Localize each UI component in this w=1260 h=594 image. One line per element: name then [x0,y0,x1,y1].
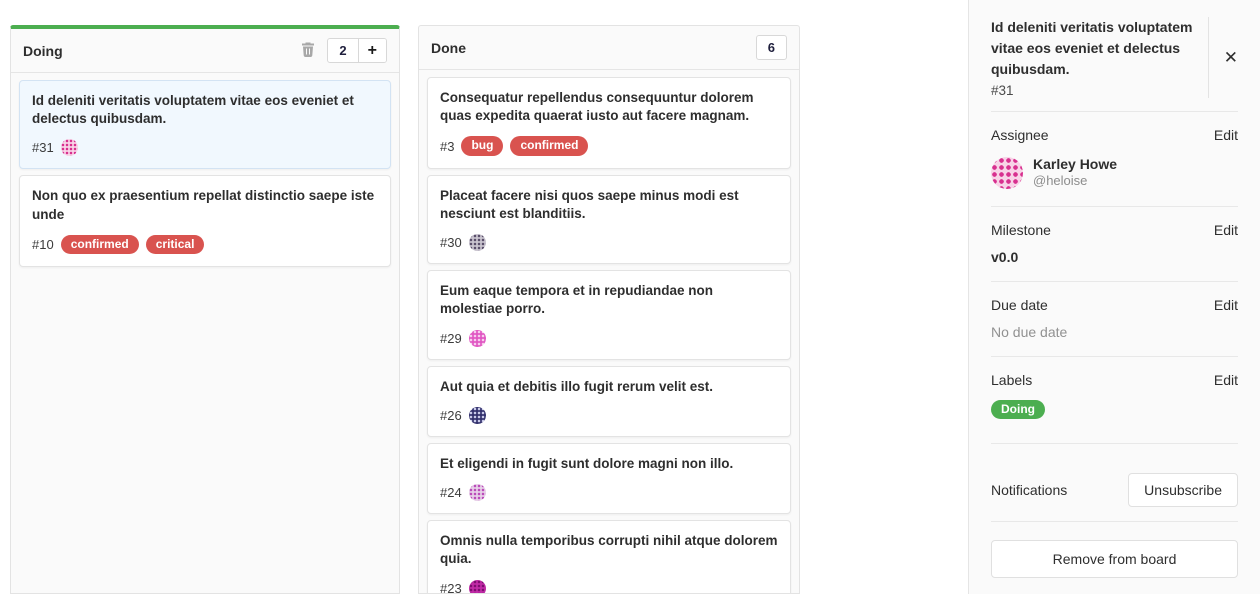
issue-card-title: Consequatur repellendus consequuntur dol… [440,90,754,124]
issue-card-meta: #3 bug confirmed [440,136,778,156]
issue-card-number: #10 [32,237,54,253]
assignee-person[interactable]: Karley Howe @heloise [991,155,1238,190]
label-pill[interactable]: bug [461,136,504,156]
issue-card[interactable]: Et eligendi in fugit sunt dolore magni n… [427,442,791,515]
issue-card-meta: #31 [32,139,378,157]
board-column-doing: Doing 2 + Id deleniti veritatis voluptat… [10,25,400,594]
assignee-name: Karley Howe [1033,156,1118,172]
sidebar-title-block: Id deleniti veritatis voluptatem vitae e… [991,17,1196,98]
labels-edit-button[interactable]: Edit [1213,372,1238,389]
column-title-done: Done [431,39,466,56]
due-date-value: No due date [991,324,1068,341]
issue-card[interactable]: Aut quia et debitis illo fugit rerum vel… [427,365,791,437]
card-assignee-avatar[interactable] [468,234,486,252]
issue-card-number: #31 [32,140,54,156]
labels-label: Labels [991,372,1033,389]
issue-card-number: #3 [440,138,455,154]
issue-card-title: Eum eaque tempora et in repudiandae non … [440,283,714,317]
issue-card-title: Id deleniti veritatis voluptatem vitae e… [32,93,354,127]
column-title-doing: Doing [23,42,63,59]
issue-card[interactable]: Non quo ex praesentium repellat distinct… [19,175,391,268]
issue-count-done: 6 [767,40,775,55]
issue-card-meta: #29 [440,329,778,347]
assignee-username: @heloise [1033,173,1088,189]
issue-card[interactable]: Id deleniti veritatis voluptatem vitae e… [19,80,391,170]
label-pill[interactable]: confirmed [510,136,589,156]
milestone-value[interactable]: v0.0 [991,249,1019,266]
board-columns-area: Doing 2 + Id deleniti veritatis voluptat… [10,25,800,594]
issue-card[interactable]: Consequatur repellendus consequuntur dol… [427,77,791,169]
issue-title: Id deleniti veritatis voluptatem vitae e… [991,19,1193,77]
card-list-done[interactable]: Consequatur repellendus consequuntur dol… [419,70,799,593]
close-icon[interactable]: ✕ [1223,47,1238,67]
card-assignee-avatar[interactable] [468,406,486,424]
notifications-section: Notifications Unsubscribe [991,460,1238,523]
assignee-edit-button[interactable]: Edit [1213,127,1238,143]
issue-sidebar: Id deleniti veritatis voluptatem vitae e… [968,0,1260,594]
remove-section: Remove from board [991,522,1238,594]
sidebar-close-area: ✕ [1207,17,1238,98]
section-divider [991,443,1238,445]
issue-card[interactable]: Eum eaque tempora et in repudiandae non … [427,270,791,360]
labels-list: Doing [991,400,1238,433]
issue-card-meta: #23 [440,579,778,593]
issue-card-title: Et eligendi in fugit sunt dolore magni n… [440,455,734,471]
card-assignee-avatar[interactable] [468,329,486,347]
label-pill[interactable]: critical [145,234,205,255]
card-assignee-avatar[interactable] [60,139,78,157]
sidebar-label-pill[interactable]: Doing [991,400,1045,420]
issue-card-number: #30 [440,235,462,251]
assignee-section: Assignee Edit Karley Howe @heloise [991,112,1238,208]
issue-card[interactable]: Omnis nulla temporibus corrupti nihil at… [427,520,791,593]
issue-card-title: Placeat facere nisi quos saepe minus mod… [440,187,739,222]
column-header-done: Done 6 [419,26,799,70]
milestone-label: Milestone [991,222,1051,239]
issue-card-meta: #30 [440,234,778,252]
issue-card-title: Non quo ex praesentium repellat distinct… [32,188,375,222]
remove-from-board-button[interactable]: Remove from board [991,540,1238,579]
sidebar-header: Id deleniti veritatis voluptatem vitae e… [991,0,1238,112]
issue-count-doing: 2 [339,43,347,58]
assignee-avatar [991,156,1023,189]
issue-counter-done: 6 [755,35,787,60]
milestone-section: Milestone Edit v0.0 [991,207,1238,283]
delete-list-button[interactable] [299,40,317,62]
issue-counter-doing: 2 + [327,38,387,63]
board-column-done: Done 6 Consequatur repellendus consequun… [418,25,800,594]
due-date-section: Due date Edit No due date [991,282,1238,358]
due-date-edit-button[interactable]: Edit [1213,297,1238,314]
issue-card-number: #29 [440,330,462,346]
issue-card-number: #26 [440,407,462,423]
issue-number: #31 [991,83,1014,98]
due-date-label: Due date [991,297,1048,314]
column-header-doing: Doing 2 + [11,29,399,73]
issue-card-meta: #10 confirmed critical [32,234,378,255]
card-list-doing[interactable]: Id deleniti veritatis voluptatem vitae e… [11,73,399,593]
issue-card[interactable]: Placeat facere nisi quos saepe minus mod… [427,174,791,265]
milestone-edit-button[interactable]: Edit [1213,222,1238,239]
labels-section: Labels Edit Doing [991,357,1238,460]
issue-card-number: #24 [440,485,462,501]
issue-card-meta: #26 [440,406,778,424]
assignee-label: Assignee [991,127,1049,143]
issue-card-number: #23 [440,580,462,593]
card-assignee-avatar[interactable] [468,579,486,593]
card-assignee-avatar[interactable] [468,484,486,502]
add-issue-button[interactable]: + [357,39,386,62]
notifications-label: Notifications [991,482,1068,499]
issue-card-meta: #24 [440,484,778,502]
issue-card-title: Aut quia et debitis illo fugit rerum vel… [440,378,714,394]
trash-icon [301,42,315,60]
issue-card-title: Omnis nulla temporibus corrupti nihil at… [440,533,778,567]
label-pill[interactable]: confirmed [60,234,139,255]
unsubscribe-button[interactable]: Unsubscribe [1128,473,1238,508]
